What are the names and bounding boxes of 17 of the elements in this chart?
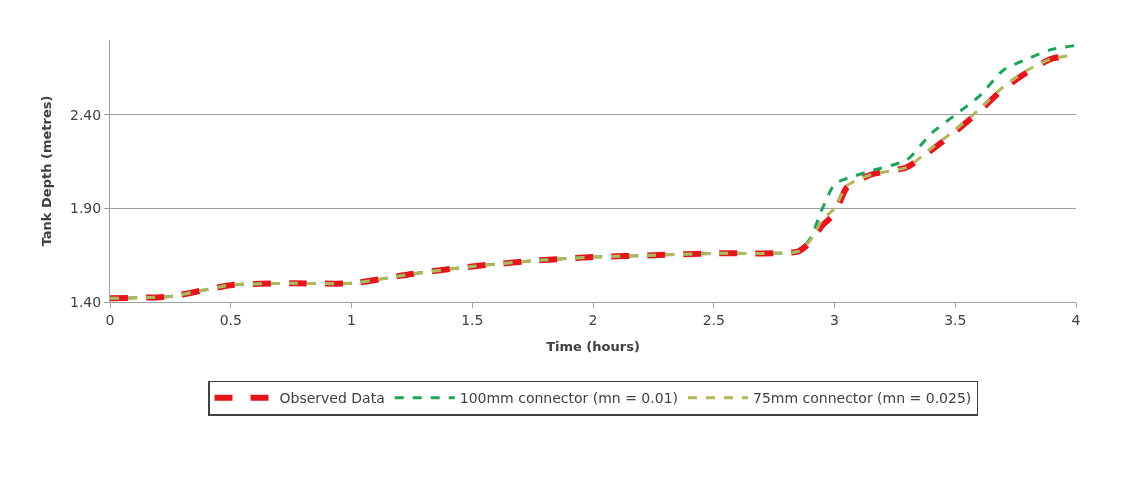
y-tick-label: 2.40	[70, 106, 102, 123]
x-tick-label: 2	[588, 311, 598, 328]
x-tick-label: 3.5	[944, 311, 967, 328]
x-tick-label: 2.5	[702, 311, 725, 328]
y-axis-title: Tank Depth (metres)	[38, 95, 54, 247]
legend-label: 75mm connector (mn = 0.025)	[753, 390, 972, 407]
x-tick-label: 0.5	[219, 311, 242, 328]
x-tick-label: 4	[1071, 311, 1081, 328]
x-tick-label: 1	[347, 311, 356, 328]
y-tick-label: 1.90	[70, 200, 102, 217]
legend-label: Observed Data	[279, 390, 385, 407]
y-tick-label: 1.40	[70, 293, 102, 310]
x-axis-title: Time (hours)	[546, 339, 640, 355]
x-tick-label: 1.5	[461, 311, 484, 328]
legend-label: 100mm connector (mn = 0.01)	[459, 390, 678, 407]
x-tick-label: 0	[105, 311, 115, 328]
x-tick-label: 3	[830, 311, 839, 328]
